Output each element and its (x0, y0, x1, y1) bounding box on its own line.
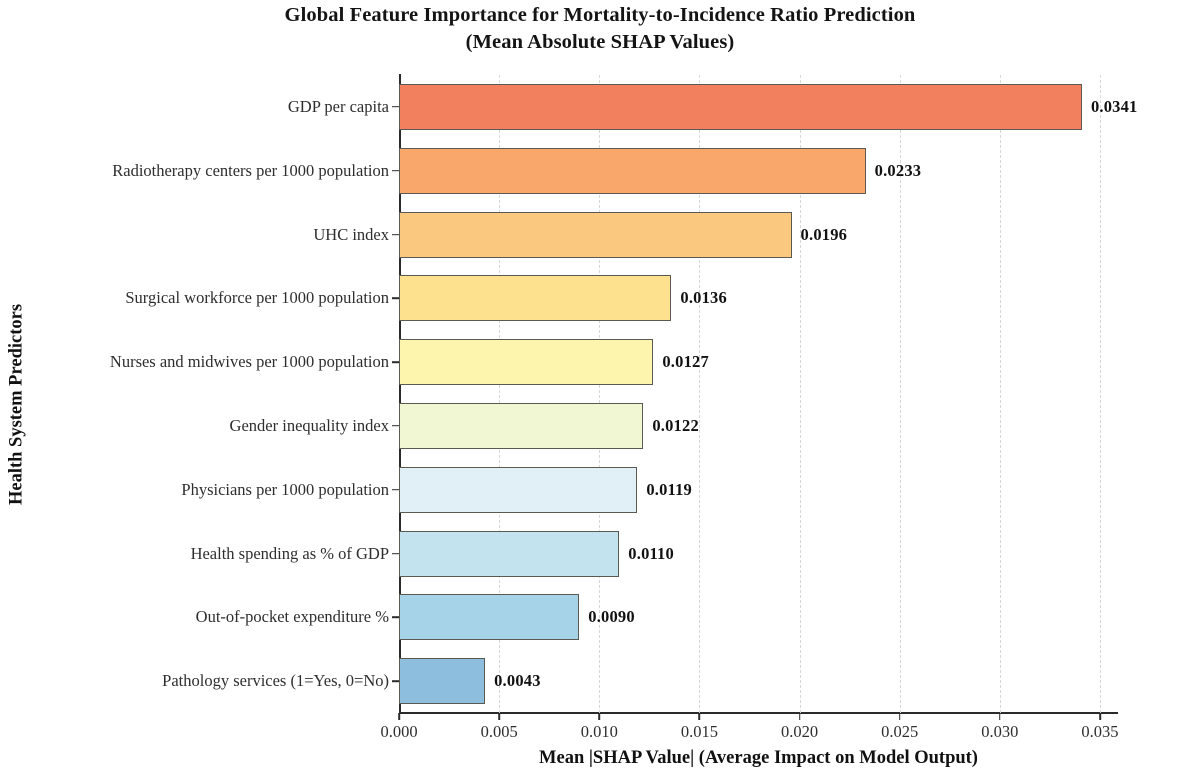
bar-value-label: 0.0043 (494, 671, 541, 691)
gridline (1099, 75, 1102, 713)
gridline (899, 75, 902, 713)
bar-row: 0.0122 (399, 402, 1116, 449)
y-tick-label: Nurses and midwives per 1000 population (109, 352, 389, 372)
y-tick-mark (392, 106, 399, 108)
chart-title-line-2: (Mean Absolute SHAP Values) (465, 31, 735, 53)
bar[interactable] (399, 402, 644, 449)
y-tick-mark (392, 233, 399, 236)
bar-row: 0.0136 (399, 275, 1116, 322)
bar[interactable] (399, 83, 1082, 130)
bar-value-label: 0.0119 (646, 479, 692, 499)
x-axis-spine (399, 712, 1118, 714)
bar-value-label: 0.0090 (588, 607, 635, 627)
y-tick-label: Gender inequality index (229, 415, 389, 435)
bar-row: 0.0233 (399, 147, 1116, 194)
y-tick-label: UHC index (313, 224, 389, 244)
bar-value-label: 0.0136 (680, 288, 727, 308)
y-tick-mark (392, 361, 399, 363)
x-tick-label: 0.000 (380, 722, 418, 741)
bar-row: 0.0090 (399, 594, 1116, 641)
y-tick-label: GDP per capita (287, 96, 389, 116)
y-tick-mark (392, 488, 399, 491)
y-tick-label: Out-of-pocket expenditure % (195, 607, 389, 627)
y-tick-mark (392, 680, 399, 682)
gridline (799, 75, 802, 713)
x-tick-mark (898, 713, 901, 720)
bar[interactable] (399, 594, 580, 641)
y-tick-mark (392, 616, 399, 619)
gridline (999, 75, 1002, 713)
bar[interactable] (399, 211, 792, 258)
bar[interactable] (399, 530, 620, 577)
x-tick-label: 0.010 (580, 722, 618, 741)
y-axis-spine (399, 74, 401, 714)
x-tick-label: 0.020 (780, 722, 819, 741)
gridline (599, 75, 601, 713)
x-tick-mark (598, 713, 601, 720)
x-tick-label: 0.025 (881, 722, 919, 741)
x-tick-label: 0.015 (680, 722, 718, 741)
x-tick-label: 0.035 (1081, 722, 1119, 741)
bar[interactable] (399, 147, 866, 194)
x-tick-mark (698, 713, 701, 720)
bar-value-label: 0.0122 (652, 415, 699, 435)
chart-title: Global Feature Importance for Mortality-… (0, 2, 1200, 55)
y-tick-mark (392, 425, 399, 427)
bar[interactable] (399, 339, 654, 386)
y-tick-mark (392, 169, 399, 172)
x-tick-mark (999, 713, 1001, 720)
y-tick-mark (392, 552, 399, 555)
y-tick-label: Radiotherapy centers per 1000 population (112, 160, 389, 180)
plot-area: 0.0341 0.0233 0.0196 0.0136 0.0127 0.0122 0.01… (399, 75, 1137, 713)
y-tick-label: Surgical workforce per 1000 population (125, 288, 389, 308)
bar[interactable] (399, 658, 486, 705)
bar-value-label: 0.0341 (1090, 96, 1138, 116)
gridline (499, 75, 501, 713)
x-tick-mark (1099, 713, 1101, 720)
bar-value-label: 0.0127 (662, 352, 709, 372)
bar-value-label: 0.0196 (800, 224, 848, 244)
y-tick-label: Health spending as % of GDP (190, 543, 389, 563)
bar-row: 0.0119 (399, 466, 1116, 513)
bar[interactable] (399, 275, 672, 322)
bar-row: 0.0127 (399, 339, 1116, 386)
y-axis-title: Health System Predictors (6, 303, 27, 506)
x-tick-label: 0.005 (480, 722, 518, 741)
y-tick-label: Pathology services (1=Yes, 0=No) (162, 671, 389, 691)
bar-row: 0.0196 (399, 211, 1116, 258)
bar-row: 0.0110 (399, 530, 1116, 577)
y-tick-mark (392, 297, 399, 300)
x-tick-mark (498, 713, 500, 720)
x-tick-label: 0.030 (981, 722, 1019, 741)
bar-value-label: 0.0110 (628, 543, 674, 563)
chart-title-line-1: Global Feature Importance for Mortality-… (284, 4, 916, 26)
x-tick-mark (398, 713, 400, 720)
bar-value-label: 0.0233 (874, 160, 922, 180)
bar-row: 0.0341 (399, 83, 1137, 130)
bar[interactable] (399, 466, 638, 513)
y-tick-label: Physicians per 1000 population (181, 479, 389, 499)
x-axis-title: Mean |SHAP Value| (Average Impact on Mod… (539, 748, 978, 768)
bar-row: 0.0043 (399, 658, 1116, 705)
gridline (699, 75, 701, 713)
x-tick-mark (798, 713, 801, 720)
